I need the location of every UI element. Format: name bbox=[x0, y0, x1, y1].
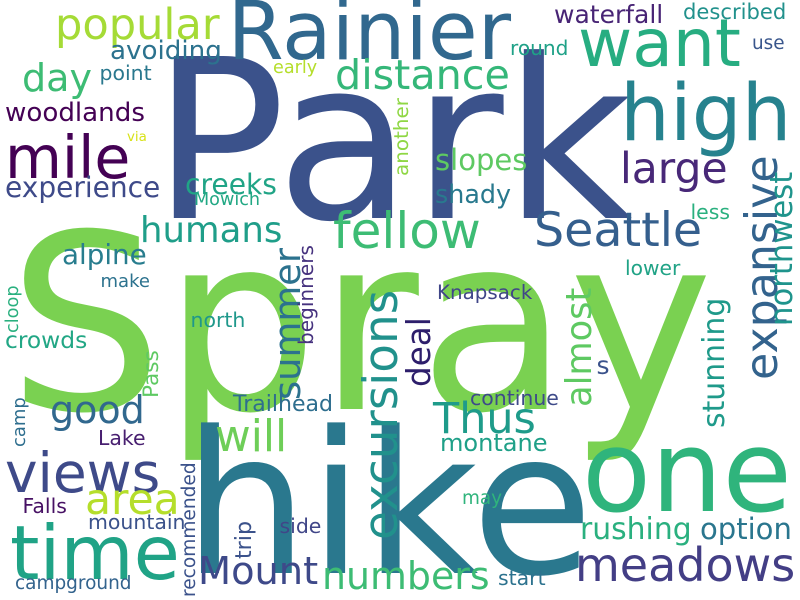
word-almost: almost bbox=[558, 287, 600, 407]
word-cloop: cloop bbox=[3, 285, 23, 333]
word-hike: hike bbox=[183, 389, 594, 600]
word-numbers: numbers bbox=[322, 554, 490, 598]
word-trip: trip bbox=[231, 520, 257, 559]
word-lake: Lake bbox=[98, 426, 146, 450]
word-waterfall: waterfall bbox=[554, 0, 664, 29]
word-knapsack: Knapsack bbox=[437, 281, 533, 304]
word-slopes: slopes bbox=[435, 143, 528, 177]
word-less: less bbox=[690, 200, 731, 224]
word-alpine: alpine bbox=[62, 237, 147, 271]
word-one: one bbox=[582, 405, 792, 538]
word-point: point bbox=[99, 61, 152, 85]
word-good: good bbox=[50, 388, 145, 432]
word-continue: continue bbox=[470, 386, 559, 410]
word-option: option bbox=[700, 512, 792, 546]
word-make: make bbox=[100, 271, 150, 292]
word-will: will bbox=[215, 411, 288, 462]
word-views: views bbox=[5, 440, 161, 505]
word-fellow: fellow bbox=[333, 201, 481, 260]
word-mount: Mount bbox=[198, 549, 319, 594]
word-start: start bbox=[498, 566, 546, 590]
word-thus: Thus bbox=[433, 393, 536, 444]
word-large: large bbox=[620, 145, 728, 194]
word-distance: distance bbox=[335, 50, 510, 99]
word-meadows: meadows bbox=[575, 538, 796, 592]
word-high: high bbox=[620, 66, 792, 159]
word-crowds: crowds bbox=[5, 326, 88, 354]
word-day: day bbox=[22, 55, 93, 100]
word-s: s bbox=[596, 350, 610, 380]
word-mowich: Mowich bbox=[194, 190, 261, 210]
word-mile: mile bbox=[5, 124, 131, 192]
word-may: may bbox=[462, 488, 503, 509]
word-seattle: Seattle bbox=[534, 202, 703, 258]
word-deal: deal bbox=[399, 317, 438, 387]
word-time: time bbox=[10, 508, 180, 597]
word-falls: Falls bbox=[22, 494, 67, 518]
word-described: described bbox=[683, 0, 787, 24]
word-use: use bbox=[752, 33, 785, 54]
word-campground: campground bbox=[15, 573, 132, 594]
word-lower: lower bbox=[625, 256, 681, 280]
word-area: area bbox=[85, 475, 180, 525]
word-shady: shady bbox=[435, 179, 512, 209]
word-spray: Spray bbox=[8, 182, 714, 467]
word-popular: popular bbox=[55, 0, 220, 50]
word-avoiding: avoiding bbox=[110, 35, 222, 66]
word-experience: experience bbox=[5, 170, 161, 204]
word-park: Park bbox=[152, 13, 633, 271]
word-another: another bbox=[390, 98, 413, 176]
word-stunning: stunning bbox=[697, 297, 732, 428]
word-rainier: Rainier bbox=[227, 0, 512, 79]
word-excursions: excursions bbox=[353, 289, 409, 540]
word-side: side bbox=[279, 514, 322, 538]
word-northwest: northwest bbox=[764, 171, 800, 326]
word-want: want bbox=[578, 3, 741, 82]
word-creeks: creeks bbox=[185, 167, 277, 201]
word-camp: camp bbox=[9, 397, 30, 447]
word-round: round bbox=[510, 36, 569, 60]
word-north: north bbox=[190, 308, 246, 332]
word-mountain: mountain bbox=[88, 510, 186, 534]
word-rushing: rushing bbox=[580, 511, 692, 547]
word-via: via bbox=[127, 129, 147, 145]
word-montane: montane bbox=[440, 428, 548, 457]
word-trailhead: Trailhead bbox=[233, 392, 333, 417]
word-early: early bbox=[273, 58, 318, 78]
word-pass: Pass bbox=[139, 350, 164, 398]
word-humans: humans bbox=[140, 209, 283, 251]
word-beginners: beginners bbox=[294, 245, 318, 345]
word-woodlands: woodlands bbox=[5, 97, 145, 128]
